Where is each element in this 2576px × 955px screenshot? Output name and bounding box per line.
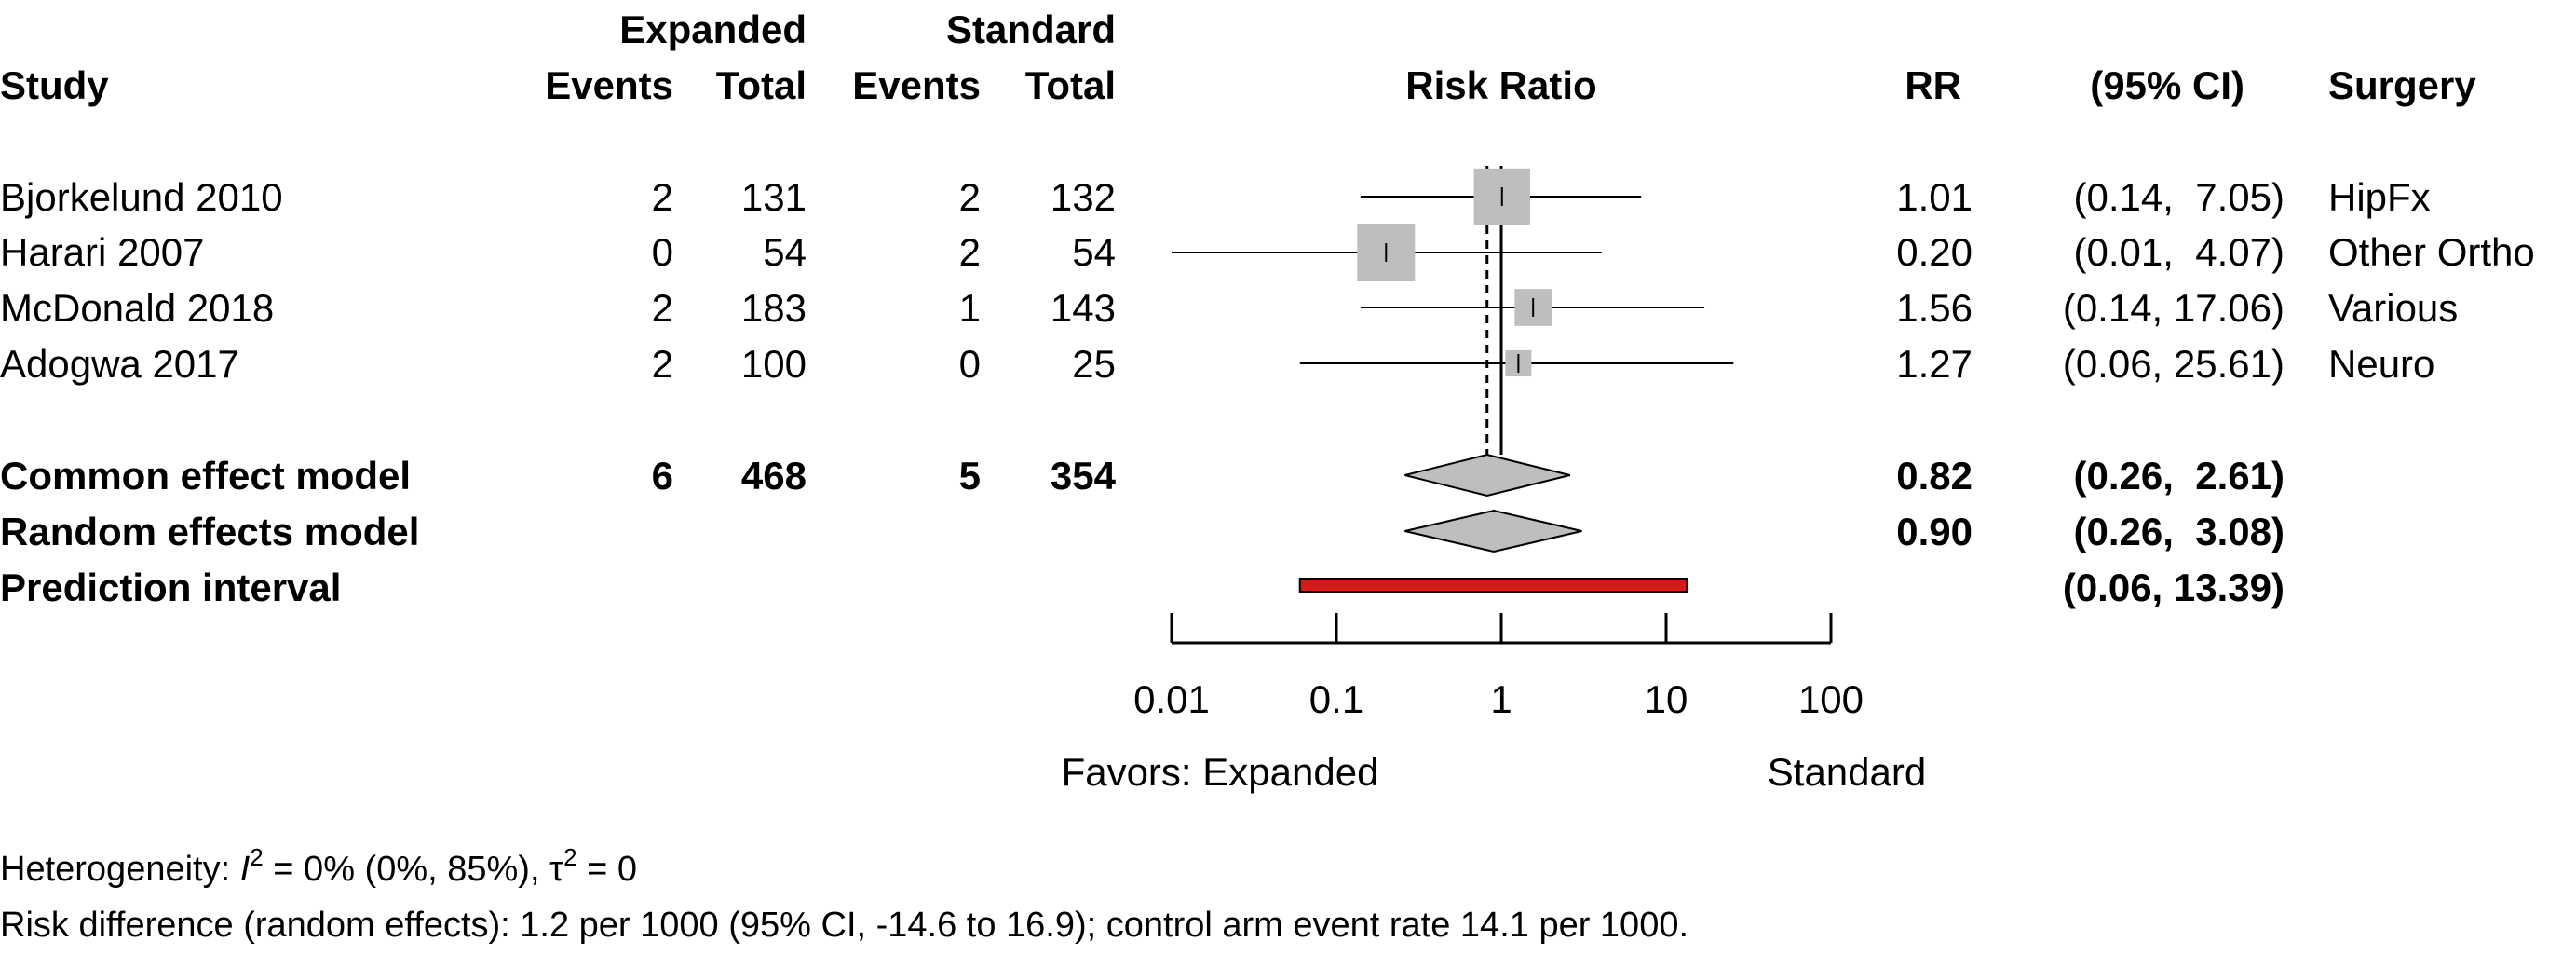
study-3-standard-total: 143 <box>1051 286 1116 330</box>
study-4-standard-events: 0 <box>959 342 981 386</box>
header-risk-ratio: Risk Ratio <box>1405 63 1596 107</box>
study-1-rr: 1.01 <box>1896 175 1973 219</box>
common-effect-ci: (0.26, 2.61) <box>2074 454 2285 498</box>
study-3-rr: 1.56 <box>1896 286 1973 330</box>
study-3-surgery: Various <box>2328 286 2458 330</box>
header-study: Study <box>0 63 109 107</box>
prediction-interval-ci: (0.06, 13.39) <box>2063 566 2285 609</box>
study-4-name: Adogwa 2017 <box>0 342 239 386</box>
random-effects-label: Random effects model <box>0 510 419 553</box>
heterogeneity-i-sup: 2 <box>250 843 263 871</box>
study-1-standard-total: 132 <box>1051 175 1116 219</box>
common-effect-diamond <box>1404 453 1570 498</box>
study-1-name: Bjorkelund 2010 <box>0 175 283 219</box>
prediction-interval-bar <box>1298 578 1688 593</box>
risk-difference-text: Risk difference (random effects): 1.2 pe… <box>0 906 1688 945</box>
study-2-name: Harari 2007 <box>0 230 204 274</box>
header-events-standard: Events <box>852 63 981 107</box>
common-effect-expanded-total: 468 <box>741 454 807 498</box>
study-2-ci: (0.01, 4.07) <box>2074 230 2285 274</box>
plot-area <box>1170 166 1833 645</box>
tick-label-1: 1 <box>1490 677 1512 721</box>
study-4-ci: (0.06, 25.61) <box>2063 342 2285 386</box>
header-standard: Standard <box>946 7 1116 51</box>
study-2-standard-total: 54 <box>1072 230 1116 274</box>
study-4-surgery: Neuro <box>2328 342 2434 386</box>
study-3-expanded-events: 2 <box>652 286 673 330</box>
random-effects-rr: 0.90 <box>1896 510 1973 553</box>
study-1-ci: (0.14, 7.05) <box>2074 175 2285 219</box>
heterogeneity-prefix: Heterogeneity: <box>0 850 240 889</box>
study-2-standard-events: 2 <box>959 230 981 274</box>
study-2-surgery: Other Ortho <box>2328 230 2535 274</box>
header-rr: RR <box>1905 63 1961 107</box>
study-1-surgery: HipFx <box>2328 175 2431 219</box>
study-2-expanded-total: 54 <box>763 230 807 274</box>
heterogeneity-tau: τ <box>549 850 563 889</box>
tick-label-100: 100 <box>1798 677 1864 721</box>
study-4-rr: 1.27 <box>1896 342 1973 386</box>
study-2-expanded-events: 0 <box>652 230 673 274</box>
favors-expanded-label: Favors: Expanded <box>1062 750 1379 794</box>
study-1-expanded-total: 131 <box>741 175 807 219</box>
common-effect-standard-total: 354 <box>1051 454 1117 498</box>
study-1-standard-events: 2 <box>959 175 981 219</box>
header-total-standard: Total <box>1025 63 1116 107</box>
prediction-interval-label: Prediction interval <box>0 566 341 609</box>
heterogeneity-end: = 0 <box>577 850 637 889</box>
common-effect-standard-events: 5 <box>959 454 981 498</box>
header-events-expanded: Events <box>545 63 673 107</box>
study-3-ci: (0.14, 17.06) <box>2063 286 2285 330</box>
study-3-name: McDonald 2018 <box>0 286 274 330</box>
header-total-expanded: Total <box>716 63 807 107</box>
study-1-expanded-events: 2 <box>652 175 673 219</box>
tick-label-0.1: 0.1 <box>1309 677 1363 721</box>
random-effects-ci: (0.26, 3.08) <box>2074 510 2285 553</box>
study-4-expanded-events: 2 <box>652 342 673 386</box>
common-effect-expanded-events: 6 <box>652 454 673 498</box>
header-surgery: Surgery <box>2328 63 2476 107</box>
heterogeneity-mid: = 0% (0%, 85%), <box>264 850 549 889</box>
study-3-standard-events: 1 <box>959 286 981 330</box>
tick-label-10: 10 <box>1645 677 1688 721</box>
heterogeneity-i: I <box>240 850 251 889</box>
favors-standard-label: Standard <box>1768 750 1926 794</box>
header-expanded: Expanded <box>619 7 807 51</box>
common-effect-label: Common effect model <box>0 454 411 498</box>
header-ci: (95% CI) <box>2090 63 2244 107</box>
heterogeneity-text: Heterogeneity: I2 = 0% (0%, 85%), τ2 = 0 <box>0 843 637 889</box>
study-4-standard-total: 25 <box>1072 342 1116 386</box>
random-effects-diamond <box>1404 509 1582 553</box>
heterogeneity-tau-sup: 2 <box>563 843 576 871</box>
tick-label-0.01: 0.01 <box>1133 677 1210 721</box>
study-2-rr: 0.20 <box>1896 230 1973 274</box>
common-effect-rr: 0.82 <box>1896 454 1973 498</box>
study-3-expanded-total: 183 <box>741 286 807 330</box>
study-4-expanded-total: 100 <box>741 342 807 386</box>
